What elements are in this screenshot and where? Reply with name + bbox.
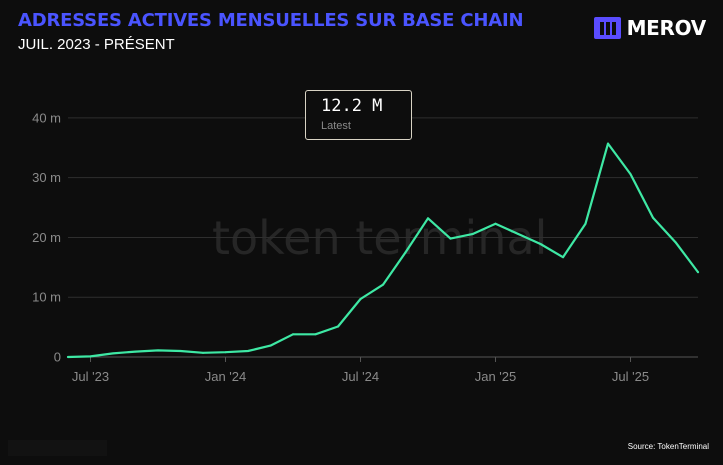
data-point — [247, 350, 249, 353]
data-point — [112, 352, 114, 355]
chart-subtitle: JUIL. 2023 - PRÉSENT — [18, 36, 175, 53]
data-point — [472, 232, 474, 235]
data-point — [629, 173, 632, 176]
y-tick-label: 10 m — [32, 290, 61, 305]
y-tick-label: 30 m — [32, 170, 61, 185]
data-point — [674, 241, 677, 244]
x-tick-label: Jan '24 — [205, 369, 247, 384]
data-point — [359, 298, 362, 301]
data-point — [539, 243, 542, 246]
y-tick-label: 0 — [54, 350, 61, 365]
data-point — [202, 351, 204, 354]
chart-title: ADRESSES ACTIVES MENSUELLES SUR BASE CHA… — [18, 10, 524, 31]
grid-layer — [68, 117, 698, 358]
data-point — [404, 251, 407, 254]
y-tick-label: 20 m — [32, 230, 61, 245]
footer-strip — [8, 440, 107, 456]
data-point — [562, 256, 564, 259]
data-point — [652, 216, 654, 219]
latest-value: 12.2 M — [321, 96, 383, 116]
y-tick-label: 40 m — [32, 110, 61, 125]
x-tick-label: Jan '25 — [475, 369, 517, 384]
data-point — [427, 217, 429, 220]
watermark: token terminal — [212, 211, 547, 265]
data-point — [449, 237, 452, 240]
point-layer — [67, 142, 699, 358]
data-point — [269, 344, 272, 347]
data-point — [337, 325, 339, 328]
data-point — [517, 232, 519, 235]
data-point — [292, 333, 294, 336]
brand-logo: MEROV — [593, 16, 707, 40]
latest-tooltip: 12.2 M Latest — [305, 90, 412, 140]
data-point — [134, 350, 137, 353]
data-point — [607, 142, 609, 145]
x-tick-label: Jul '25 — [612, 369, 649, 384]
data-point — [179, 350, 182, 353]
brand-name: MEROV — [626, 16, 707, 40]
y-axis: 0 10 m 20 m 30 m 40 m — [32, 110, 61, 364]
source-note: Source: TokenTerminal — [627, 442, 709, 451]
data-point — [67, 356, 69, 358]
data-point — [314, 333, 317, 336]
data-point — [494, 222, 497, 225]
data-point — [697, 271, 699, 274]
merov-m-logo-icon — [593, 17, 621, 39]
latest-label: Latest — [321, 120, 351, 132]
x-tick-label: Jul '23 — [72, 369, 109, 384]
data-point — [157, 349, 159, 352]
x-axis: Jul '23 Jan '24 Jul '24 Jan '25 Jul '25 — [72, 357, 649, 384]
data-point — [382, 283, 384, 286]
data-point — [89, 355, 92, 358]
data-point — [224, 351, 227, 354]
data-point — [584, 222, 587, 225]
x-tick-label: Jul '24 — [342, 369, 379, 384]
